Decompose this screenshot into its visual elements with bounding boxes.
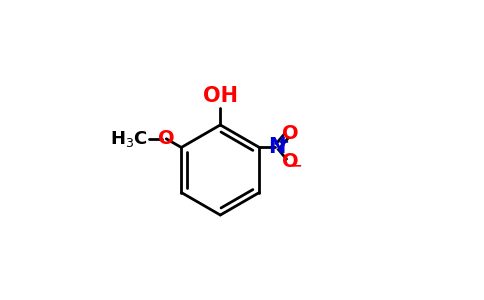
Text: H$_3$C: H$_3$C: [110, 129, 148, 149]
Text: −: −: [290, 158, 302, 172]
Text: OH: OH: [203, 86, 238, 106]
Text: O: O: [282, 124, 299, 142]
Text: N: N: [268, 137, 286, 157]
Text: O: O: [158, 129, 175, 148]
Text: +: +: [277, 135, 289, 149]
Text: O: O: [282, 152, 299, 171]
